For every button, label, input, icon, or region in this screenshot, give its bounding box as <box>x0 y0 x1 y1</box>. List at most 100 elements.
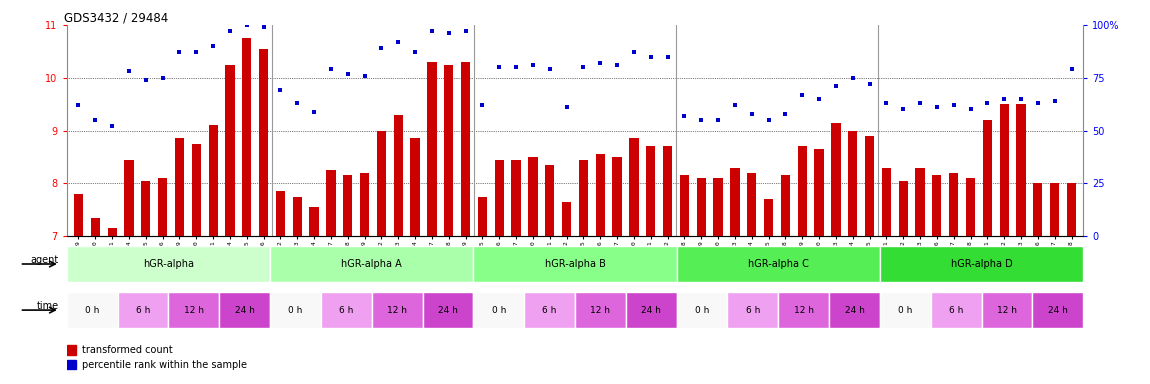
Bar <box>930 292 982 328</box>
Bar <box>764 199 773 236</box>
Bar <box>1050 184 1059 236</box>
Text: 6 h: 6 h <box>543 306 557 314</box>
Point <box>558 104 576 111</box>
Bar <box>175 139 184 236</box>
Bar <box>243 38 252 236</box>
Point <box>759 117 777 123</box>
Text: 6 h: 6 h <box>745 306 760 314</box>
Bar <box>117 292 168 328</box>
Bar <box>220 292 270 328</box>
Bar <box>983 120 992 236</box>
Text: 24 h: 24 h <box>438 306 458 314</box>
Text: hGR-alpha C: hGR-alpha C <box>748 259 808 269</box>
Bar <box>360 173 369 236</box>
Point <box>624 50 643 56</box>
Bar <box>270 292 321 328</box>
Bar <box>1033 184 1043 236</box>
Text: hGR-alpha: hGR-alpha <box>143 259 194 269</box>
Text: agent: agent <box>30 255 59 265</box>
Bar <box>444 65 453 236</box>
Bar <box>270 246 474 282</box>
Bar <box>141 181 151 236</box>
Bar <box>626 292 676 328</box>
Bar <box>474 292 524 328</box>
Text: transformed count: transformed count <box>82 345 172 355</box>
Point <box>860 81 879 87</box>
Point <box>574 64 592 70</box>
Point <box>221 28 239 35</box>
Point <box>961 106 980 113</box>
Bar <box>393 115 402 236</box>
Point <box>608 62 627 68</box>
Point <box>675 113 693 119</box>
Point <box>944 102 963 108</box>
Bar <box>309 207 319 236</box>
Bar <box>781 175 790 236</box>
Point <box>490 64 508 70</box>
Text: 24 h: 24 h <box>844 306 865 314</box>
Bar <box>629 139 638 236</box>
Bar <box>259 49 268 236</box>
Bar <box>428 62 437 236</box>
Point <box>373 45 391 51</box>
Bar <box>949 173 958 236</box>
Point <box>877 100 896 106</box>
Bar <box>377 131 386 236</box>
Bar <box>477 197 488 236</box>
Text: 6 h: 6 h <box>949 306 964 314</box>
Point <box>389 39 407 45</box>
Bar <box>67 345 76 354</box>
Point <box>457 28 475 35</box>
Point <box>591 60 610 66</box>
Bar <box>494 160 504 236</box>
Bar <box>208 125 217 236</box>
Bar <box>562 202 572 236</box>
Point <box>406 50 424 56</box>
Point <box>1028 100 1046 106</box>
Bar <box>74 194 83 236</box>
Bar <box>966 178 975 236</box>
Point <box>642 53 660 60</box>
Point <box>776 111 795 117</box>
Point <box>1012 96 1030 102</box>
Point <box>540 66 559 73</box>
Bar <box>371 292 422 328</box>
Text: percentile rank within the sample: percentile rank within the sample <box>82 359 247 369</box>
Bar <box>343 175 352 236</box>
Bar <box>880 246 1083 282</box>
Bar <box>327 170 336 236</box>
Bar <box>545 165 554 236</box>
Bar <box>422 292 474 328</box>
Point <box>911 100 929 106</box>
Text: 24 h: 24 h <box>235 306 254 314</box>
Point <box>322 66 340 73</box>
Point <box>69 102 87 108</box>
Point <box>271 88 290 94</box>
Point <box>743 111 761 117</box>
Point <box>120 68 138 74</box>
Bar <box>192 144 201 236</box>
Bar <box>728 292 779 328</box>
Bar <box>1033 292 1083 328</box>
Bar <box>779 292 829 328</box>
Bar <box>982 292 1033 328</box>
Bar <box>676 246 880 282</box>
Bar <box>880 292 930 328</box>
Bar <box>91 218 100 236</box>
Text: hGR-alpha B: hGR-alpha B <box>545 259 605 269</box>
Bar <box>680 175 689 236</box>
Point <box>474 102 492 108</box>
Bar <box>831 122 841 236</box>
Point <box>658 53 676 60</box>
Text: 0 h: 0 h <box>898 306 913 314</box>
Bar <box>898 181 907 236</box>
Point <box>187 50 206 56</box>
Bar <box>578 160 588 236</box>
Point <box>810 96 828 102</box>
Point <box>439 30 458 36</box>
Point <box>708 117 727 123</box>
Text: 24 h: 24 h <box>1048 306 1068 314</box>
Point <box>153 74 171 81</box>
Bar <box>933 175 942 236</box>
Bar <box>882 167 891 236</box>
